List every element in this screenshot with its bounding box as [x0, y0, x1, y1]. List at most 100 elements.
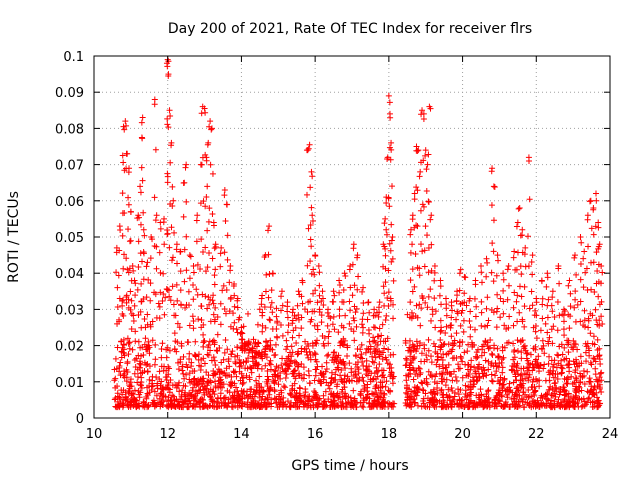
data-point: [340, 286, 347, 293]
data-point: [438, 324, 445, 331]
data-point: [152, 291, 159, 298]
data-point: [157, 400, 164, 407]
data-point: [283, 361, 290, 368]
data-point: [111, 377, 118, 384]
data-point: [431, 269, 438, 276]
data-point: [411, 387, 418, 394]
data-point: [344, 373, 351, 380]
data-point: [188, 359, 195, 366]
data-point: [205, 372, 212, 379]
data-point: [521, 323, 528, 330]
data-point: [577, 353, 584, 360]
data-point: [253, 377, 260, 384]
data-point: [186, 350, 193, 357]
data-point: [382, 252, 389, 259]
data-point: [183, 371, 190, 378]
data-point: [238, 370, 245, 377]
data-point: [187, 391, 194, 398]
data-point: [334, 381, 341, 388]
data-point: [140, 276, 147, 283]
data-point: [383, 378, 390, 385]
data-point: [273, 333, 280, 340]
data-point: [428, 267, 435, 274]
data-point: [171, 346, 178, 353]
data-point: [311, 377, 318, 384]
data-point: [586, 198, 593, 205]
data-point: [467, 386, 474, 393]
data-point: [156, 303, 163, 310]
data-point: [381, 220, 388, 227]
data-point: [425, 244, 432, 251]
data-point: [591, 356, 598, 363]
data-point: [463, 302, 470, 309]
data-point: [171, 330, 178, 337]
data-point: [561, 375, 568, 382]
data-point: [350, 314, 357, 321]
data-point: [531, 364, 538, 371]
data-point: [500, 354, 507, 361]
data-point: [224, 372, 231, 379]
data-point: [295, 348, 302, 355]
data-point: [294, 403, 301, 410]
data-point: [164, 170, 171, 177]
data-point: [359, 355, 366, 362]
data-point: [314, 299, 321, 306]
data-point: [348, 369, 355, 376]
data-point: [541, 361, 548, 368]
data-point: [382, 354, 389, 361]
data-point: [158, 345, 165, 352]
data-point: [467, 333, 474, 340]
data-point: [134, 286, 141, 293]
data-point: [323, 379, 330, 386]
data-point: [427, 372, 434, 379]
data-point: [531, 383, 538, 390]
data-point: [382, 383, 389, 390]
data-point: [164, 344, 171, 351]
data-point: [306, 348, 313, 355]
data-point: [538, 345, 545, 352]
data-point: [145, 403, 152, 410]
data-point: [278, 293, 285, 300]
data-point: [548, 357, 555, 364]
data-point: [259, 309, 266, 316]
data-point: [222, 310, 229, 317]
data-point: [284, 308, 291, 315]
data-point: [390, 315, 397, 322]
data-point: [411, 353, 418, 360]
data-point: [581, 323, 588, 330]
data-point: [518, 355, 525, 362]
data-point: [582, 349, 589, 356]
data-point: [193, 238, 200, 245]
data-point: [449, 346, 456, 353]
data-point: [543, 391, 550, 398]
data-point: [524, 233, 531, 240]
data-point: [596, 374, 603, 381]
data-point: [168, 401, 175, 408]
data-point: [423, 187, 430, 194]
data-point: [125, 351, 132, 358]
data-point: [585, 243, 592, 250]
data-point: [177, 301, 184, 308]
data-point: [430, 399, 437, 406]
data-point: [138, 382, 145, 389]
data-point: [175, 366, 182, 373]
data-point: [488, 377, 495, 384]
data-point: [484, 343, 491, 350]
data-point: [224, 232, 231, 239]
data-point: [144, 259, 151, 266]
data-point: [253, 343, 260, 350]
data-point: [505, 339, 512, 346]
data-point: [244, 403, 251, 410]
data-point: [201, 360, 208, 367]
data-point: [221, 369, 228, 376]
data-point: [141, 359, 148, 366]
data-point: [514, 292, 521, 299]
data-point: [566, 277, 573, 284]
data-point: [200, 403, 207, 410]
data-point: [210, 292, 217, 299]
data-point: [389, 255, 396, 262]
data-point: [588, 225, 595, 232]
data-point: [524, 349, 531, 356]
data-point: [228, 373, 235, 380]
data-point: [505, 282, 512, 289]
